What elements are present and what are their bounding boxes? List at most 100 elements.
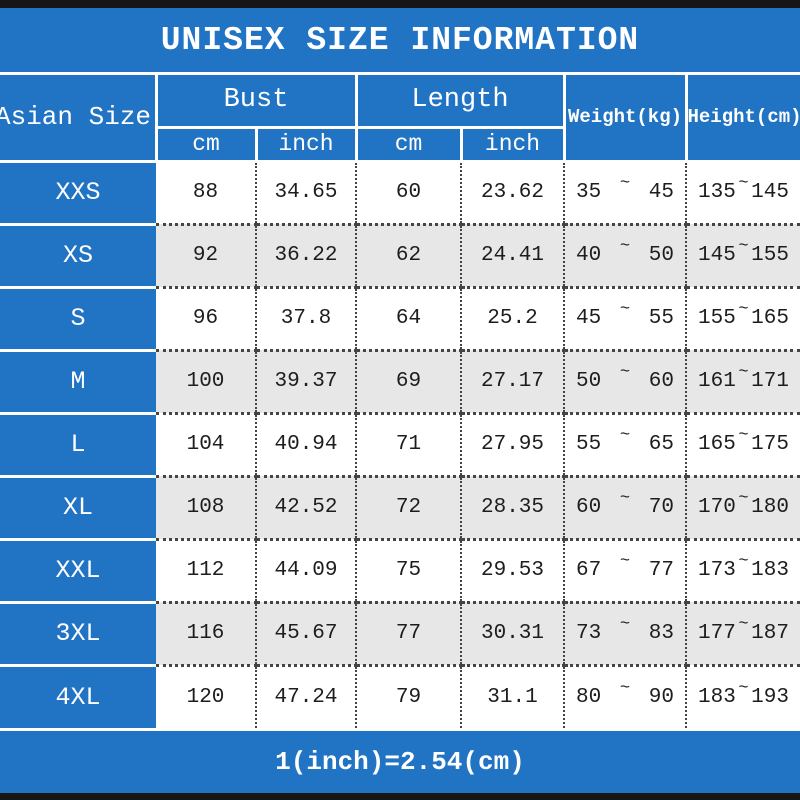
bust-cm-cell: 88: [156, 161, 256, 226]
tilde: ~: [619, 678, 631, 698]
weight-range-cell: 45 ~55: [563, 287, 686, 352]
bust-inch-cell: 42.52: [255, 476, 356, 541]
col-header-asian-size: Asian Size: [0, 75, 158, 163]
bust-inch-cell: 37.8: [255, 287, 356, 352]
col-header-bust-group: Bust: [154, 75, 358, 129]
length-inch-cell: 25.2: [460, 287, 564, 352]
top-border-bar: [0, 0, 800, 8]
subheader-length-cm: cm: [354, 127, 463, 163]
tilde: ~: [619, 552, 631, 571]
table-row: M 100 39.37 69 27.17 50 ~60 161 ~171: [0, 350, 800, 415]
length-inch-cell: 28.35: [460, 476, 564, 541]
range-max: 155: [751, 244, 789, 267]
range-max: 187: [751, 622, 789, 645]
range-min: 183: [698, 685, 736, 709]
tilde: ~: [738, 237, 749, 256]
range-max: 193: [751, 685, 789, 709]
height-range-cell: 161 ~171: [685, 350, 800, 415]
length-inch-cell: 27.95: [460, 413, 564, 478]
bust-cm-cell: 116: [156, 602, 256, 667]
size-cell: XS: [0, 224, 156, 289]
col-header-height: Height(cm): [684, 75, 800, 163]
range-max: 45: [648, 181, 674, 204]
bust-cm-cell: 108: [156, 476, 256, 541]
table-row: XXS 88 34.65 60 23.62 35 ~45 135 ~145: [0, 161, 800, 226]
page-title: UNISEX SIZE INFORMATION: [160, 21, 640, 59]
weight-range-cell: 60 ~70: [563, 476, 686, 541]
bust-cm-cell: 100: [156, 350, 256, 415]
header-unit-row: cm inch cm inch: [0, 127, 800, 163]
tilde: ~: [738, 678, 749, 698]
range-max: 175: [751, 433, 789, 456]
range-min: 55: [576, 433, 602, 456]
length-inch-cell: 29.53: [460, 539, 564, 604]
range-max: 70: [648, 496, 674, 519]
length-cm-cell: 64: [355, 287, 461, 352]
height-range-cell: 145 ~155: [685, 224, 800, 289]
tilde: ~: [619, 174, 631, 193]
weight-range-cell: 80 ~90: [563, 665, 686, 728]
footer-band: 1(inch)=2.54(cm): [0, 728, 800, 793]
subheader-bust-inch: inch: [254, 127, 358, 163]
range-max: 50: [648, 244, 674, 267]
length-inch-cell: 23.62: [460, 161, 564, 226]
range-max: 77: [648, 559, 674, 582]
range-max: 183: [751, 559, 789, 582]
weight-range-cell: 50 ~60: [563, 350, 686, 415]
bust-cm-cell: 92: [156, 224, 256, 289]
range-max: 171: [751, 370, 789, 393]
size-table-header: Asian Size Bust Length Weight(kg) Height…: [0, 75, 800, 163]
size-table-body: XXS 88 34.65 60 23.62 35 ~45 135 ~145 XS 92 36.22 62…: [0, 161, 800, 728]
length-cm-cell: 60: [355, 161, 461, 226]
conversion-note: 1(inch)=2.54(cm): [275, 747, 525, 777]
range-min: 155: [698, 307, 736, 330]
subheader-bust-cm: cm: [154, 127, 258, 163]
range-min: 67: [576, 559, 602, 582]
length-cm-cell: 79: [355, 665, 461, 728]
length-cm-cell: 69: [355, 350, 461, 415]
bust-inch-cell: 36.22: [255, 224, 356, 289]
height-range-cell: 155 ~165: [685, 287, 800, 352]
bust-inch-cell: 39.37: [255, 350, 356, 415]
range-max: 165: [751, 307, 789, 330]
range-min: 73: [576, 622, 602, 645]
length-cm-cell: 75: [355, 539, 461, 604]
bust-cm-cell: 104: [156, 413, 256, 478]
size-cell: XXL: [0, 539, 156, 604]
weight-range-cell: 35 ~45: [563, 161, 686, 226]
table-row: S 96 37.8 64 25.2 45 ~55 155 ~165: [0, 287, 800, 352]
range-min: 80: [576, 685, 602, 709]
size-cell: S: [0, 287, 156, 352]
length-inch-cell: 31.1: [460, 665, 564, 728]
height-range-cell: 183 ~193: [685, 665, 800, 728]
range-max: 55: [648, 307, 674, 330]
range-min: 145: [698, 244, 736, 267]
bust-cm-cell: 112: [156, 539, 256, 604]
range-min: 40: [576, 244, 602, 267]
length-inch-cell: 24.41: [460, 224, 564, 289]
size-cell: 4XL: [0, 665, 156, 728]
range-max: 145: [751, 181, 789, 204]
tilde: ~: [619, 363, 631, 382]
length-inch-cell: 30.31: [460, 602, 564, 667]
range-min: 165: [698, 433, 736, 456]
size-cell: M: [0, 350, 156, 415]
tilde: ~: [738, 363, 749, 382]
size-cell: XL: [0, 476, 156, 541]
bust-inch-cell: 47.24: [255, 665, 356, 728]
tilde: ~: [738, 615, 749, 634]
table-row: XXL 112 44.09 75 29.53 67 ~77 173 ~183: [0, 539, 800, 604]
size-cell: XXS: [0, 161, 156, 226]
weight-range-cell: 55 ~65: [563, 413, 686, 478]
range-min: 60: [576, 496, 602, 519]
tilde: ~: [738, 489, 749, 508]
table-row: 3XL 116 45.67 77 30.31 73 ~83 177 ~187: [0, 602, 800, 667]
height-range-cell: 135 ~145: [685, 161, 800, 226]
tilde: ~: [738, 426, 749, 445]
subheader-length-inch: inch: [459, 127, 566, 163]
height-range-cell: 173 ~183: [685, 539, 800, 604]
tilde: ~: [738, 174, 749, 193]
bottom-border-bar: [0, 793, 800, 800]
bust-inch-cell: 44.09: [255, 539, 356, 604]
